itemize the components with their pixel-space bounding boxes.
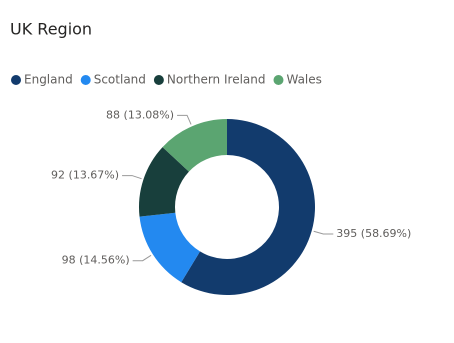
leader-line [177, 114, 192, 125]
value-label: 92 (13.67%) [51, 169, 119, 182]
leader-line [122, 175, 142, 180]
leader-line [132, 254, 152, 262]
legend-marker [273, 75, 284, 85]
legend-marker [80, 75, 91, 85]
legend-label: England [24, 73, 73, 87]
donut-slice [162, 119, 227, 172]
donut-slice [181, 119, 315, 296]
donut-slice [139, 212, 200, 283]
value-label: 98 (14.56%) [62, 254, 130, 267]
legend-label: Scotland [94, 73, 146, 87]
legend-marker [11, 75, 21, 85]
chart-title: UK Region [10, 20, 92, 39]
leader-line [313, 230, 334, 235]
legend-label: Wales [286, 73, 321, 87]
legend-marker [153, 75, 164, 85]
legend-label: Northern Ireland [167, 73, 266, 87]
value-label: 88 (13.08%) [106, 108, 174, 121]
value-label: 395 (58.69%) [336, 227, 411, 240]
donut-slice [139, 147, 189, 217]
